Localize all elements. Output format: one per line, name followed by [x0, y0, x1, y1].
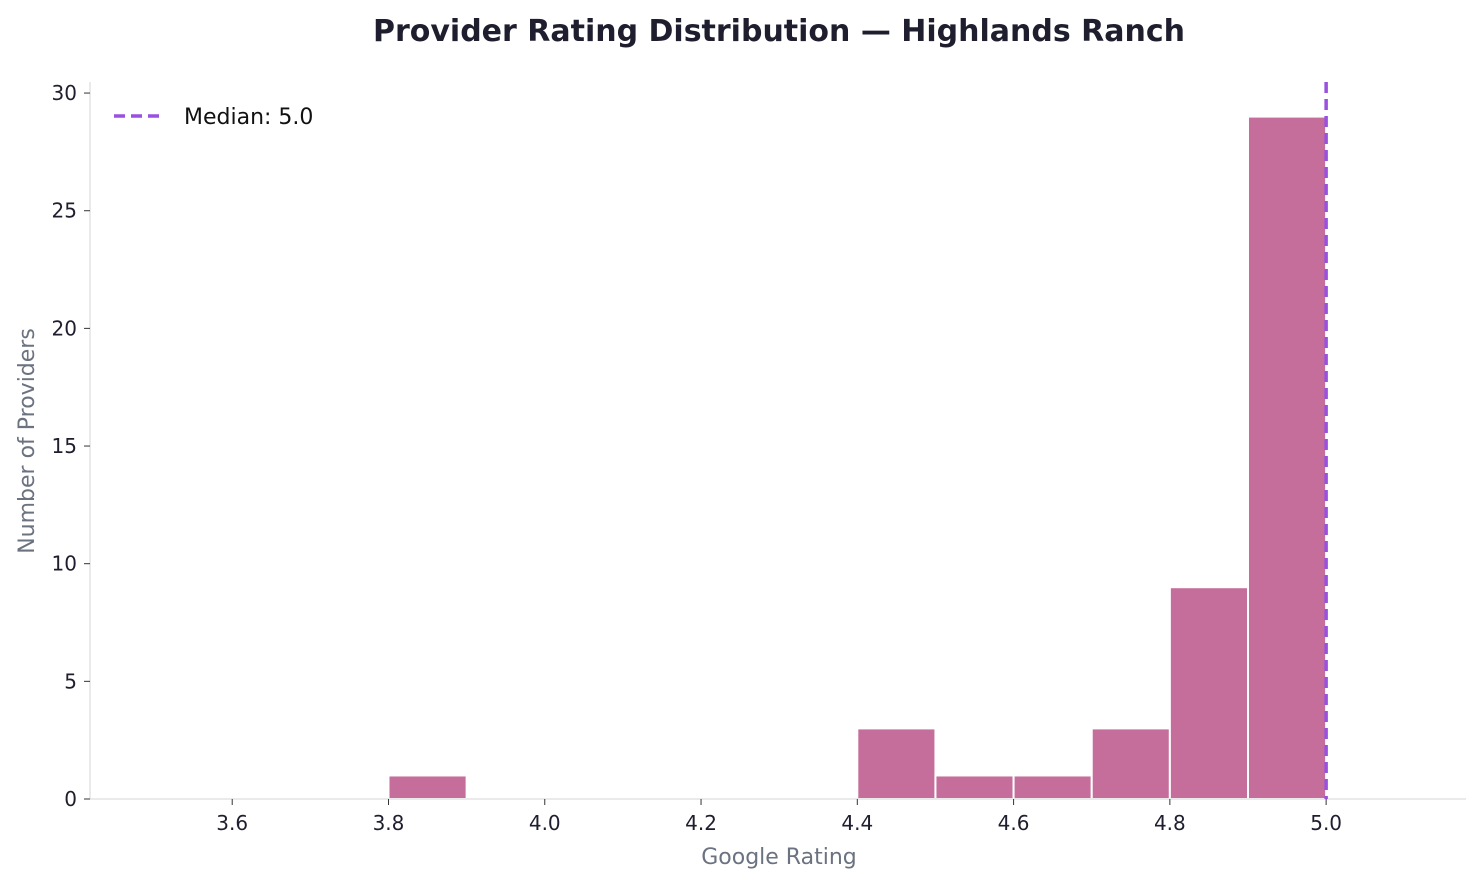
histogram-bar: [856, 727, 937, 800]
x-tick-label: 4.8: [1154, 811, 1186, 835]
histogram-bar: [1090, 727, 1171, 800]
y-tick-label: 25: [52, 199, 77, 223]
x-tick-label: 3.6: [216, 811, 248, 835]
x-tick-label: 4.4: [841, 811, 873, 835]
histogram-bar: [387, 774, 468, 800]
x-axis-label: Google Rating: [701, 845, 857, 870]
x-tick-label: 4.2: [685, 811, 717, 835]
y-tick-label: 15: [52, 434, 77, 458]
x-tick-label: 4.0: [529, 811, 561, 835]
x-tick-label: 3.8: [373, 811, 405, 835]
histogram-bar: [934, 774, 1015, 800]
legend-median-label: Median: 5.0: [184, 105, 313, 130]
legend: Median: 5.0: [114, 105, 313, 130]
y-tick-label: 0: [64, 787, 77, 811]
chart-title: Provider Rating Distribution — Highlands…: [373, 14, 1185, 49]
x-tick-label: 4.6: [998, 811, 1030, 835]
histogram-bar: [1168, 586, 1249, 800]
y-tick-label: 30: [52, 81, 77, 105]
y-tick-label: 5: [64, 669, 77, 693]
histogram-bar: [1246, 115, 1328, 801]
histogram-bar: [1012, 774, 1093, 800]
y-axis-label: Number of Providers: [15, 328, 40, 554]
x-tick-label: 5.0: [1310, 811, 1342, 835]
y-tick-label: 10: [52, 552, 77, 576]
y-tick-label: 20: [52, 316, 77, 340]
